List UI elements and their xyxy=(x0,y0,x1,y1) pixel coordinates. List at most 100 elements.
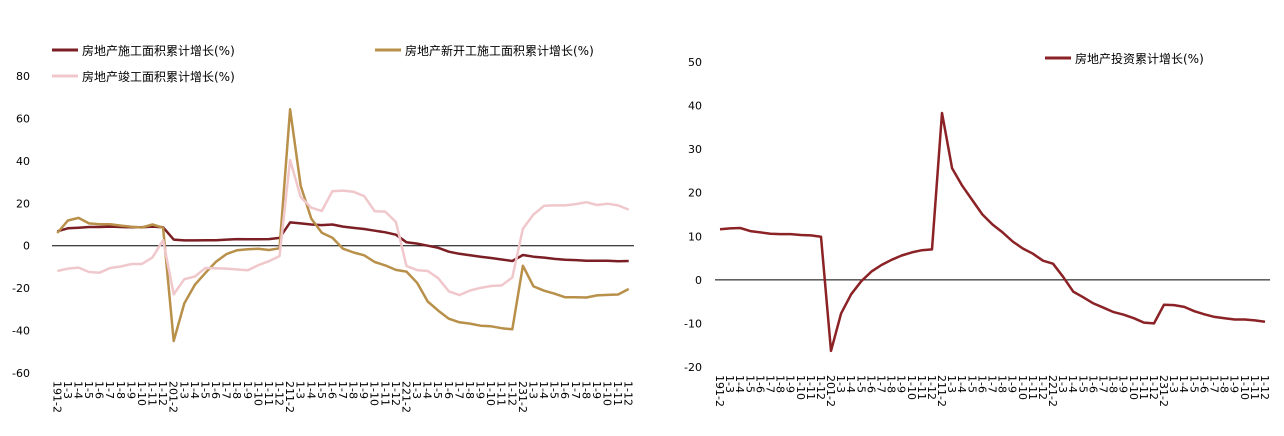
x-tick-label: 1-7 xyxy=(764,375,777,393)
x-tick-label: 201-2 xyxy=(167,381,180,413)
x-tick-label: 231-2 xyxy=(1157,375,1170,407)
x-tick-label: 1-9 xyxy=(895,375,908,393)
x-tick-label: 1-5 xyxy=(854,375,867,393)
x-tick-label: 1-5 xyxy=(82,381,95,399)
x-tick-label: 1-4 xyxy=(537,381,550,399)
x-tick-label: 1-9 xyxy=(784,375,797,393)
x-tick-label: 1-7 xyxy=(452,381,465,399)
x-tick-label: 1-11 xyxy=(611,381,624,406)
y-tick-label: 10 xyxy=(688,230,702,243)
x-tick-label: 1-5 xyxy=(743,375,756,393)
x-tick-label: 1-6 xyxy=(209,381,222,399)
x-tick-label: 1-5 xyxy=(965,375,978,393)
x-tick-label: 1-12 xyxy=(814,375,827,400)
x-tick-label: 1-9 xyxy=(241,381,254,399)
x-tick-label: 1-4 xyxy=(844,375,857,393)
x-tick-label: 1-10 xyxy=(135,381,148,406)
x-tick-label: 1-4 xyxy=(1066,375,1079,393)
x-tick-label: 211-2 xyxy=(935,375,948,407)
x-tick-label: 1-9 xyxy=(590,381,603,399)
y-tick-label: -20 xyxy=(684,361,702,374)
chart: -60-40-20020406080191-21-31-41-51-61-71-… xyxy=(12,43,635,413)
legend-label: 房地产投资累计增长(%) xyxy=(1075,51,1204,66)
x-tick-label: 1-8 xyxy=(579,381,592,399)
x-tick-label: 1-12 xyxy=(389,381,402,406)
x-tick-label: 1-7 xyxy=(220,381,233,399)
x-tick-label: 1-6 xyxy=(975,375,988,393)
x-tick-label: 1-8 xyxy=(996,375,1009,393)
x-tick-label: 1-4 xyxy=(188,381,201,399)
x-tick-label: 1-5 xyxy=(1187,375,1200,393)
x-tick-label: 1-4 xyxy=(1177,375,1190,393)
x-tick-label: 1-3 xyxy=(1056,375,1069,393)
x-tick-label: 1-12 xyxy=(622,381,635,406)
x-tick-label: 1-7 xyxy=(1208,375,1221,393)
x-tick-label: 1-10 xyxy=(484,381,497,406)
x-tick-label: 1-8 xyxy=(230,381,243,399)
x-tick-label: 1-3 xyxy=(723,375,736,393)
x-tick-label: 1-3 xyxy=(945,375,958,393)
x-tick-label: 1-3 xyxy=(1167,375,1180,393)
x-tick-label: 1-12 xyxy=(1147,375,1160,400)
x-tick-label: 1-8 xyxy=(774,375,787,393)
y-tick-label: 60 xyxy=(16,112,30,125)
x-tick-label: 1-7 xyxy=(1097,375,1110,393)
x-tick-label: 1-6 xyxy=(1086,375,1099,393)
x-tick-label: 1-8 xyxy=(347,381,360,399)
y-tick-label: 0 xyxy=(695,274,702,287)
x-tick-label: 1-11 xyxy=(1248,375,1261,400)
y-tick-label: 20 xyxy=(688,187,702,200)
x-tick-label: 1-7 xyxy=(569,381,582,399)
x-tick-label: 1-5 xyxy=(548,381,561,399)
x-tick-label: 1-8 xyxy=(885,375,898,393)
x-tick-label: 1-7 xyxy=(986,375,999,393)
x-tick-label: 1-6 xyxy=(325,381,338,399)
y-tick-label: 80 xyxy=(16,70,30,83)
x-tick-label: 1-9 xyxy=(474,381,487,399)
x-tick-label: 1-11 xyxy=(262,381,275,406)
x-tick-label: 1-4 xyxy=(733,375,746,393)
x-tick-label: 1-8 xyxy=(463,381,476,399)
x-tick-label: 1-7 xyxy=(103,381,116,399)
x-tick-label: 1-6 xyxy=(558,381,571,399)
series-line xyxy=(56,108,630,343)
x-tick-label: 1-7 xyxy=(336,381,349,399)
y-tick-label: -10 xyxy=(684,317,702,330)
y-tick-label: 40 xyxy=(688,100,702,113)
x-tick-label: 1-5 xyxy=(431,381,444,399)
x-tick-label: 1-10 xyxy=(794,375,807,400)
x-tick-label: 1-8 xyxy=(1218,375,1231,393)
x-tick-label: 231-2 xyxy=(516,381,529,413)
x-tick-label: 1-5 xyxy=(315,381,328,399)
x-tick-label: 191-2 xyxy=(713,375,726,407)
x-tick-label: 221-2 xyxy=(399,381,412,413)
legend-label: 房地产施工面积累计增长(%) xyxy=(82,43,235,58)
x-tick-label: 1-10 xyxy=(251,381,264,406)
legend-label: 房地产竣工面积累计增长(%) xyxy=(82,69,235,84)
x-tick-label: 191-2 xyxy=(50,381,63,413)
x-tick-label: 1-11 xyxy=(915,375,928,400)
x-tick-label: 1-4 xyxy=(304,381,317,399)
x-tick-label: 1-12 xyxy=(1036,375,1049,400)
x-tick-label: 1-11 xyxy=(804,375,817,400)
x-tick-label: 1-12 xyxy=(925,375,938,400)
y-tick-label: 0 xyxy=(23,240,30,253)
x-tick-label: 1-9 xyxy=(124,381,137,399)
y-tick-label: -40 xyxy=(12,325,30,338)
series-line xyxy=(57,158,630,297)
x-tick-label: 1-10 xyxy=(368,381,381,406)
x-tick-label: 1-8 xyxy=(114,381,127,399)
x-tick-label: 1-7 xyxy=(875,375,888,393)
y-tick-label: 40 xyxy=(16,155,30,168)
x-tick-label: 1-9 xyxy=(357,381,370,399)
x-tick-label: 211-2 xyxy=(283,381,296,413)
x-tick-label: 1-10 xyxy=(1127,375,1140,400)
x-tick-label: 1-9 xyxy=(1228,375,1241,393)
x-tick-label: 1-3 xyxy=(294,381,307,399)
x-tick-label: 1-11 xyxy=(1026,375,1039,400)
y-tick-label: -20 xyxy=(12,282,30,295)
x-tick-label: 1-6 xyxy=(864,375,877,393)
x-tick-label: 1-12 xyxy=(505,381,518,406)
x-tick-label: 1-10 xyxy=(1016,375,1029,400)
